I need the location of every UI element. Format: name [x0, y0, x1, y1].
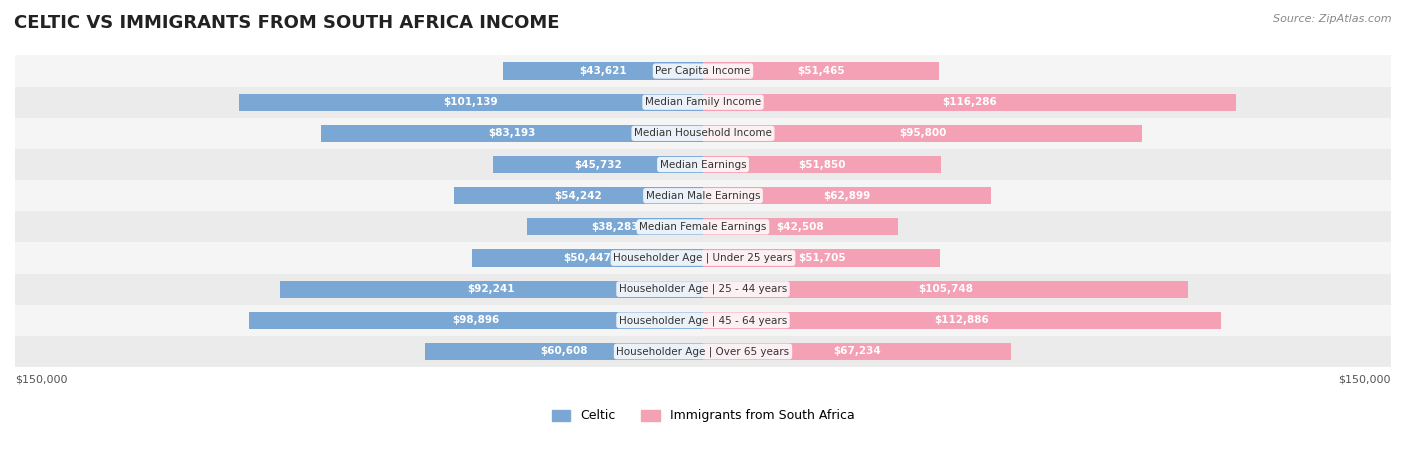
Text: $150,000: $150,000 [15, 375, 67, 385]
Text: Source: ZipAtlas.com: Source: ZipAtlas.com [1274, 14, 1392, 24]
Bar [703, 281, 1188, 298]
Text: Median Female Earnings: Median Female Earnings [640, 222, 766, 232]
Bar [703, 156, 941, 173]
Text: $95,800: $95,800 [898, 128, 946, 138]
Text: $101,139: $101,139 [444, 97, 498, 107]
Text: $98,896: $98,896 [453, 315, 499, 325]
Bar [425, 343, 703, 360]
Text: $54,242: $54,242 [555, 191, 603, 201]
Text: $116,286: $116,286 [942, 97, 997, 107]
Text: $83,193: $83,193 [488, 128, 536, 138]
Text: $150,000: $150,000 [1339, 375, 1391, 385]
Text: Householder Age | Under 25 years: Householder Age | Under 25 years [613, 253, 793, 263]
Bar [703, 187, 991, 204]
Bar [454, 187, 703, 204]
Bar [703, 94, 1236, 111]
Bar [703, 63, 939, 80]
Bar [503, 63, 703, 80]
Text: Per Capita Income: Per Capita Income [655, 66, 751, 76]
Bar [494, 156, 703, 173]
Text: Median Earnings: Median Earnings [659, 160, 747, 170]
Text: $67,234: $67,234 [834, 347, 882, 356]
FancyBboxPatch shape [15, 242, 1391, 274]
Text: $112,886: $112,886 [935, 315, 990, 325]
FancyBboxPatch shape [15, 149, 1391, 180]
FancyBboxPatch shape [15, 87, 1391, 118]
Bar [703, 312, 1220, 329]
Text: CELTIC VS IMMIGRANTS FROM SOUTH AFRICA INCOME: CELTIC VS IMMIGRANTS FROM SOUTH AFRICA I… [14, 14, 560, 32]
FancyBboxPatch shape [15, 274, 1391, 305]
Text: $50,447: $50,447 [564, 253, 612, 263]
Text: $51,850: $51,850 [799, 160, 845, 170]
Text: $43,621: $43,621 [579, 66, 627, 76]
Text: $45,732: $45,732 [574, 160, 621, 170]
Text: Median Male Earnings: Median Male Earnings [645, 191, 761, 201]
Bar [322, 125, 703, 142]
Text: Householder Age | 25 - 44 years: Householder Age | 25 - 44 years [619, 284, 787, 294]
Text: $60,608: $60,608 [540, 347, 588, 356]
Text: $51,465: $51,465 [797, 66, 845, 76]
FancyBboxPatch shape [15, 211, 1391, 242]
Text: Median Family Income: Median Family Income [645, 97, 761, 107]
Bar [239, 94, 703, 111]
Text: $38,283: $38,283 [592, 222, 638, 232]
Text: $105,748: $105,748 [918, 284, 973, 294]
Bar [249, 312, 703, 329]
Text: Householder Age | 45 - 64 years: Householder Age | 45 - 64 years [619, 315, 787, 325]
Text: Householder Age | Over 65 years: Householder Age | Over 65 years [616, 346, 790, 357]
Legend: Celtic, Immigrants from South Africa: Celtic, Immigrants from South Africa [547, 404, 859, 427]
Text: $42,508: $42,508 [776, 222, 824, 232]
Bar [527, 218, 703, 235]
Text: $51,705: $51,705 [797, 253, 845, 263]
Text: $62,899: $62,899 [824, 191, 870, 201]
FancyBboxPatch shape [15, 180, 1391, 211]
Bar [703, 343, 1011, 360]
Bar [703, 218, 898, 235]
Bar [703, 125, 1143, 142]
Bar [471, 249, 703, 267]
Text: $92,241: $92,241 [468, 284, 515, 294]
FancyBboxPatch shape [15, 336, 1391, 367]
FancyBboxPatch shape [15, 305, 1391, 336]
Bar [280, 281, 703, 298]
FancyBboxPatch shape [15, 56, 1391, 87]
FancyBboxPatch shape [15, 118, 1391, 149]
Text: Median Household Income: Median Household Income [634, 128, 772, 138]
Bar [703, 249, 941, 267]
